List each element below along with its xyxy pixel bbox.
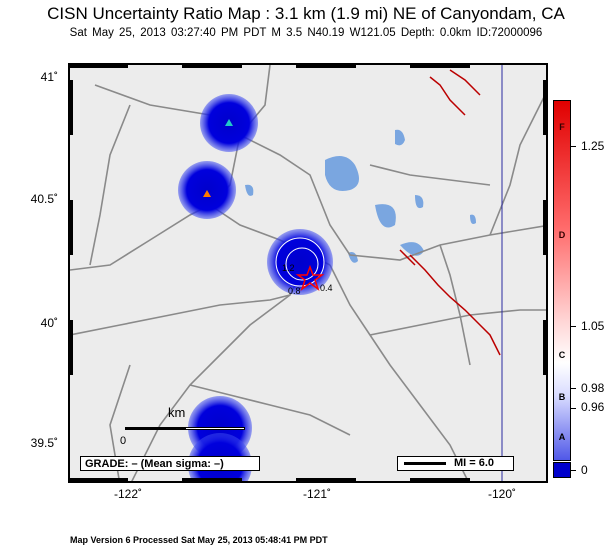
frame-tick: [296, 478, 356, 483]
scale-letter-B: B: [558, 392, 566, 402]
frame-tick: [410, 63, 470, 68]
scale-tick: [570, 146, 576, 147]
mi-legend-label: MI = 6.0: [454, 457, 495, 469]
mi-legend-line: [404, 462, 446, 465]
mi-legend: MI = 6.0: [397, 456, 514, 471]
scale-value-0-96: 0.96: [581, 400, 605, 414]
color-scale: [553, 100, 571, 461]
frame-tick: [182, 63, 242, 68]
scalebar-segment: [185, 427, 245, 430]
uncertainty-contours: [275, 237, 325, 287]
scale-value-0: 0: [581, 463, 588, 477]
frame-tick: [182, 478, 242, 483]
lakes: [230, 109, 476, 268]
lat-label-41: 41˚: [40, 70, 58, 84]
scale-tick: [570, 470, 576, 471]
scalebar-unit: km: [168, 405, 186, 420]
event-subtitle: Sat May 25, 2013 03:27:40 PM PDT M 3.5 N…: [69, 27, 543, 39]
frame-tick: [68, 63, 128, 68]
epicenter-star-icon[interactable]: [295, 264, 325, 292]
lon-label-121: -121˚: [302, 487, 331, 501]
map-canvas: 1.2 0.8 0.4: [70, 65, 546, 481]
contour-label-1: 1.2: [282, 263, 295, 273]
scale-tick: [570, 326, 576, 327]
scale-value-1-25: 1.25: [581, 139, 605, 153]
scale-tick: [570, 388, 576, 389]
scale-tick: [570, 408, 576, 409]
station-triangle-orange-icon[interactable]: [203, 190, 211, 197]
frame-tick: [543, 320, 548, 375]
frame-tick: [68, 200, 73, 255]
map-frame[interactable]: 1.2 0.8 0.4: [68, 63, 548, 483]
faults: [399, 69, 501, 356]
scale-value-1-05: 1.05: [581, 319, 605, 333]
map-version-footer: Map Version 6 Processed Sat May 25, 2013…: [70, 535, 328, 545]
frame-tick: [68, 320, 73, 375]
scalebar-zero: 0: [120, 435, 127, 447]
lon-label-122: -122˚: [113, 487, 142, 501]
contour-label-2: 0.8: [288, 286, 301, 296]
scale-letter-A: A: [558, 432, 566, 442]
map-title: CISN Uncertainty Ratio Map : 3.1 km (1.9…: [47, 4, 565, 23]
roads: [70, 65, 546, 481]
contour-label-3: 0.4: [320, 283, 333, 293]
lat-label-39-5: 39.5˚: [30, 436, 58, 450]
lat-label-40-5: 40.5˚: [30, 192, 58, 206]
lat-label-40: 40˚: [40, 316, 58, 330]
frame-tick: [68, 80, 73, 135]
scale-letter-C: C: [558, 350, 566, 360]
frame-tick: [543, 200, 548, 255]
color-scale-base: [553, 462, 571, 478]
scale-letter-D: D: [558, 230, 566, 240]
scale-letter-F: F: [559, 122, 565, 132]
lon-label-120: -120˚: [487, 487, 516, 501]
frame-tick: [296, 63, 356, 68]
frame-tick: [410, 478, 470, 483]
frame-tick: [543, 80, 548, 135]
station-triangle-cyan-icon[interactable]: [225, 119, 233, 126]
grade-box: GRADE: – (Mean sigma: –): [80, 456, 260, 471]
frame-tick: [68, 478, 128, 483]
scale-value-0-98: 0.98: [581, 381, 605, 395]
